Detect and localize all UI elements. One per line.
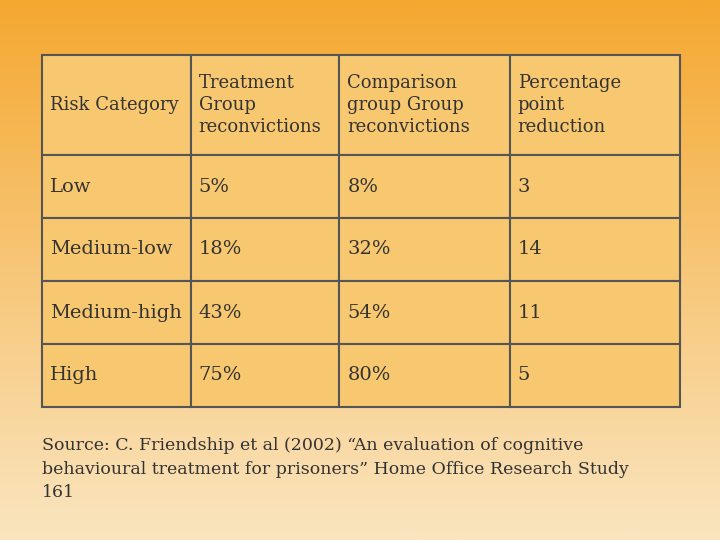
Text: 3: 3 [518, 178, 530, 195]
Text: Medium-low: Medium-low [50, 240, 173, 259]
Text: 32%: 32% [347, 240, 391, 259]
Text: Comparison
group Group
reconvictions: Comparison group Group reconvictions [347, 74, 470, 136]
Text: 8%: 8% [347, 178, 378, 195]
Text: 80%: 80% [347, 367, 391, 384]
Bar [42, 155, 191, 218]
Bar [191, 55, 339, 155]
Text: 5%: 5% [199, 178, 230, 195]
Text: Risk Category: Risk Category [50, 96, 179, 114]
Bar [42, 344, 191, 407]
Bar [191, 344, 339, 407]
Text: Source: C. Friendship et al (2002) “An evaluation of cognitive
behavioural treat: Source: C. Friendship et al (2002) “An e… [42, 437, 629, 501]
Bar [510, 55, 680, 155]
Text: 43%: 43% [199, 303, 242, 321]
Bar [339, 55, 510, 155]
Text: 18%: 18% [199, 240, 242, 259]
Bar [42, 281, 191, 344]
Bar [339, 218, 510, 281]
Text: High: High [50, 367, 99, 384]
Bar [339, 281, 510, 344]
Text: 14: 14 [518, 240, 542, 259]
Bar [191, 281, 339, 344]
Bar [191, 155, 339, 218]
Text: 11: 11 [518, 303, 542, 321]
Bar [510, 344, 680, 407]
Text: 75%: 75% [199, 367, 242, 384]
Bar [339, 344, 510, 407]
Bar [510, 281, 680, 344]
Text: Percentage
point
reduction: Percentage point reduction [518, 74, 621, 136]
Text: 5: 5 [518, 367, 530, 384]
Text: Medium-high: Medium-high [50, 303, 182, 321]
Text: 54%: 54% [347, 303, 391, 321]
Text: Low: Low [50, 178, 91, 195]
Bar [191, 218, 339, 281]
Bar [339, 155, 510, 218]
Bar [510, 218, 680, 281]
Bar [42, 218, 191, 281]
Bar [42, 55, 191, 155]
Bar [510, 155, 680, 218]
Text: Treatment
Group
reconvictions: Treatment Group reconvictions [199, 74, 321, 136]
